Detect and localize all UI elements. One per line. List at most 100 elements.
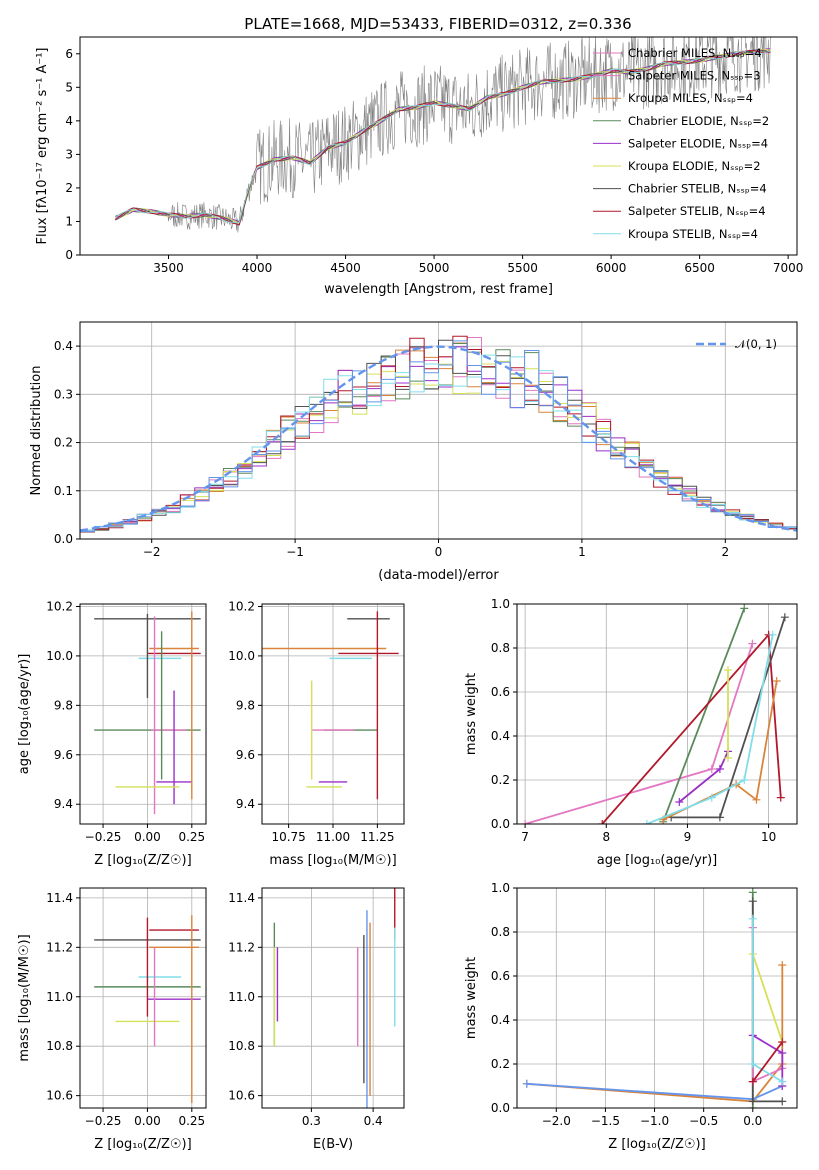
legend-label: 𝒩(0, 1) [735,337,777,351]
y-tick-label: 0.0 [491,817,510,831]
series-marker [776,793,785,802]
legend-label: Salpeter MILES, Nₛₛₚ=3 [628,69,761,83]
x-tick-label: −1.5 [591,1114,620,1128]
series-marker [752,795,761,804]
series-marker [748,1097,757,1106]
panel-3: −0.25 0.00 0.25 9.4 9.6 9.8 10.0 10.2 Z [log₁₀(Z… [17,599,207,868]
x-tick-label: 11.25 [360,830,394,844]
x-tick-label: −0.5 [689,1114,718,1128]
x-tick-label: 7 [521,830,529,844]
grid [80,888,206,1108]
series-marker [598,820,607,824]
plot-area [262,611,399,800]
y-tick-label: 1.0 [491,881,510,895]
series-line [751,953,784,1043]
x-tick-label: 10 [761,830,776,844]
x-tick-label: −0.25 [85,830,122,844]
y-tick-label: 9.4 [54,797,73,811]
plot-area [94,611,201,815]
y-tick-label: 0.4 [491,1013,510,1027]
legend-label: Chabrier MILES, Nₛₛₚ=4 [628,46,762,60]
x-tick-label: 0.00 [134,1114,161,1128]
legend-label: Chabrier STELIB, Nₛₛₚ=4 [628,182,767,196]
x-axis-label: mass [log₁₀(M/M☉)] [269,853,396,868]
panel-2: −2 −1 0 1 2 0.0 0.1 0.2 0.3 0.4 (data-model)/error… [29,321,798,583]
grid [517,887,797,1109]
x-tick-label: 5000 [419,261,450,275]
y-tick-label: 0.0 [54,532,73,546]
y-tick-label: 11.4 [228,891,255,905]
series-marker [768,630,777,639]
y-axis-label: age [log₁₀(age/yr)] [17,654,32,775]
y-tick-label: 0.4 [491,729,510,743]
x-tick-label: 2 [721,545,729,559]
plot-area [94,915,201,1104]
y-tick-label: 0.8 [491,925,510,939]
y-tick-label: 9.8 [236,698,255,712]
y-tick-label: 0.8 [491,641,510,655]
y-tick-label: 6 [65,47,73,61]
axes-frame [79,321,798,540]
x-axis-label: age [log₁₀(age/yr)] [597,853,718,868]
y-tick-label: 2 [65,181,73,195]
y-tick-label: 10.0 [46,649,73,663]
x-tick-label: −1 [286,545,304,559]
series-line [646,634,774,824]
series-marker [748,639,757,648]
y-tick-label: 0.1 [54,484,73,498]
x-tick-label: 0.00 [134,830,161,844]
series-marker [715,765,724,773]
legend-label: Kroupa STELIB, Nₛₛₚ=4 [628,227,758,241]
y-tick-label: 11.2 [46,940,73,954]
y-tick-label: 10.2 [46,599,73,613]
plot-area [115,37,771,233]
x-tick-label: 0.0 [743,1114,762,1128]
series-marker [778,961,787,969]
x-tick-label: 1 [578,545,586,559]
x-tick-label: 8 [602,830,610,844]
y-tick-label: 11.2 [228,940,255,954]
y-tick-label: 9.6 [54,748,73,762]
series-marker [707,793,716,802]
series-marker [748,1077,757,1086]
x-tick-label: 6500 [684,261,715,275]
y-axis-label: mass weight [464,673,479,755]
legend-label: Salpeter STELIB, Nₛₛₚ=4 [628,204,766,218]
x-tick-label: −0.25 [85,1114,122,1128]
x-tick-label: 10.75 [271,830,305,844]
series-marker [724,666,733,674]
panel-5: 7 8 9 10 0.0 0.2 0.4 0.6 0.8 1.0 age [log₁₀(age/yr… [464,597,798,868]
plot-area [522,888,787,1108]
y-tick-label: 9.8 [54,698,73,712]
y-tick-label: 0.4 [54,339,73,353]
series-line [524,643,754,824]
x-tick-label: 5500 [507,261,538,275]
y-tick-label: 0.2 [491,1057,510,1071]
y-tick-label: 9.6 [236,748,255,762]
y-tick-label: 1.0 [491,597,510,611]
series-marker [778,1038,787,1046]
panel-6: −0.25 0.00 0.25 10.6 10.8 11.0 11.2 11.4 Z [log₁… [17,887,207,1152]
x-axis-label: wavelength [Angstrom, rest frame] [324,282,553,297]
x-tick-label: 4500 [330,261,361,275]
series-line [752,1041,784,1083]
x-tick-label: −2.0 [542,1114,571,1128]
y-tick-label: 10.8 [228,1039,255,1053]
axes-frame [79,603,207,825]
y-axis-label: mass weight [464,957,479,1039]
legend-label: Kroupa ELODIE, Nₛₛₚ=2 [628,159,761,173]
x-tick-label: 7000 [773,261,804,275]
y-tick-label: 0.2 [54,436,73,450]
x-tick-label: −1.0 [640,1114,669,1128]
x-axis-label: Z [log₁₀(Z/Z☉)] [608,1137,705,1152]
series-marker [740,604,749,613]
y-tick-label: 0.6 [491,969,510,983]
y-tick-label: 11.4 [46,891,73,905]
y-tick-label: 10.6 [46,1089,73,1103]
y-tick-label: 10.6 [228,1089,255,1103]
y-tick-label: 10.2 [228,599,255,613]
panel-1: 3500 4000 4500 5000 5500 6000 6500 7000 0 1 2 3 4 5 6 w… [35,36,804,297]
axes-frame [79,887,207,1109]
x-tick-label: 0.4 [364,1114,383,1128]
y-tick-label: 0.2 [491,773,510,787]
